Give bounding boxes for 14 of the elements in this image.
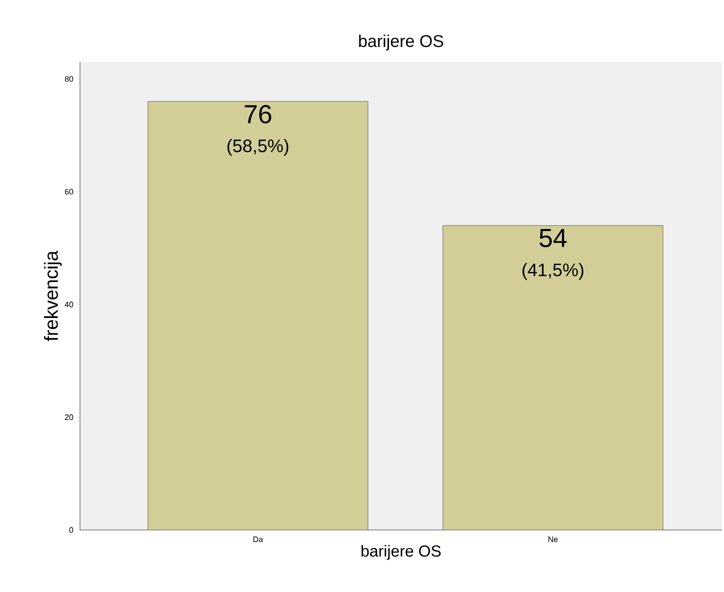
data-label: 54 [540, 229, 567, 248]
annotation: (58,5%) [228, 139, 288, 156]
chart-title: barijere OS [359, 34, 444, 50]
y-tick-label: 0 [69, 527, 74, 533]
x-tick-label: Da [253, 536, 264, 542]
annotation: (41,5%) [522, 263, 584, 280]
y-tick-label: 20 [64, 414, 74, 420]
y-tick-label: 40 [64, 302, 74, 308]
data-label: 76 [244, 105, 272, 124]
y-axis-title: frekvencija [44, 250, 62, 342]
y-tick-label: 80 [64, 76, 74, 82]
x-axis-title: barijere OS [362, 544, 441, 560]
x-tick-label: Ne [548, 536, 558, 542]
y-tick-label: 60 [64, 188, 74, 195]
